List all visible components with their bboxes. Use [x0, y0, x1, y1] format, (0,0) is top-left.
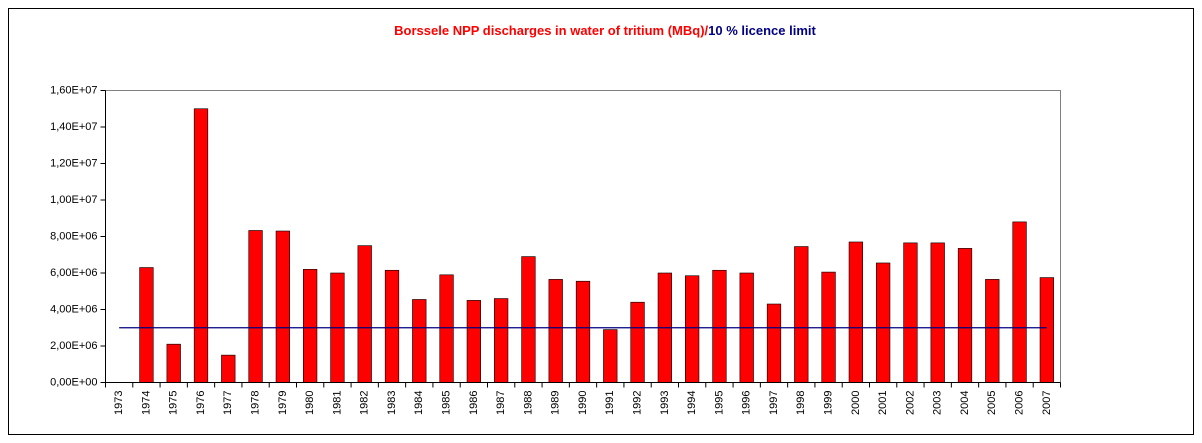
- x-tick-label: 1992: [631, 391, 643, 415]
- x-tick-label: 1995: [713, 391, 725, 415]
- bar: [248, 230, 263, 383]
- bar: [1012, 221, 1027, 383]
- x-tick-label: 1986: [468, 391, 480, 415]
- y-tick-label: 1,00E+07: [50, 194, 97, 206]
- x-tick-label: 1976: [195, 391, 207, 415]
- bar: [876, 262, 891, 383]
- bar: [794, 246, 809, 383]
- x-tick-label: 1989: [550, 391, 562, 415]
- bar: [139, 267, 154, 383]
- x-tick-label: 2003: [932, 391, 944, 415]
- bar: [303, 269, 318, 383]
- y-tick-label: 1,60E+07: [50, 84, 97, 96]
- x-tick-label: 1983: [386, 391, 398, 415]
- title-part: Borssele NPP discharges in water of trit…: [394, 23, 708, 38]
- bar: [466, 300, 481, 383]
- x-tick-label: 1996: [741, 391, 753, 415]
- y-tick-label: 8,00E+06: [50, 230, 97, 242]
- bar: [548, 279, 563, 383]
- x-tick-label: 2004: [959, 391, 971, 415]
- bar: [439, 274, 454, 383]
- x-tick-label: 1987: [495, 390, 507, 414]
- x-tick-label: 1984: [413, 391, 425, 415]
- x-tick-label: 1999: [822, 391, 834, 415]
- bar: [985, 279, 1000, 383]
- x-tick-label: 2006: [1013, 391, 1025, 415]
- bar: [221, 354, 236, 383]
- y-tick-label: 2,00E+06: [50, 340, 97, 352]
- bar: [521, 256, 536, 383]
- x-tick-label: 1997: [768, 391, 780, 415]
- bar: [930, 242, 945, 383]
- bar: [630, 301, 645, 383]
- x-tick-label: 2000: [850, 391, 862, 415]
- x-tick-label: 2001: [877, 391, 889, 415]
- x-tick-label: 2002: [904, 391, 916, 415]
- bar: [603, 329, 618, 383]
- x-tick-label: 1980: [304, 391, 316, 415]
- bar: [384, 269, 400, 383]
- x-tick-label: 1993: [659, 391, 671, 415]
- bar: [903, 242, 918, 383]
- title-part: 10 % licence limit: [708, 23, 816, 38]
- x-tick-label: 1982: [359, 391, 371, 415]
- y-tick-label: 1,40E+07: [50, 121, 97, 133]
- x-tick-label: 1973: [113, 391, 125, 415]
- x-tick-label: 1981: [331, 391, 343, 415]
- x-tick-label: 1991: [604, 391, 616, 415]
- x-tick-label: 1975: [168, 391, 180, 415]
- x-tick-label: 1994: [686, 391, 698, 415]
- x-tick-label: 2007: [1041, 391, 1053, 415]
- bar: [685, 275, 700, 383]
- bar: [357, 245, 372, 383]
- x-tick-label: 1990: [577, 391, 589, 415]
- bar: [766, 303, 782, 383]
- bar: [712, 269, 727, 383]
- x-tick-label: 1988: [522, 391, 534, 415]
- bar: [848, 241, 863, 383]
- x-tick-label: 1985: [440, 391, 452, 415]
- x-tick-label: 1998: [795, 391, 807, 415]
- y-tick-label: 1,20E+07: [50, 157, 97, 169]
- x-tick-label: 1979: [277, 391, 289, 415]
- bar: [1039, 277, 1054, 383]
- x-tick-label: 2005: [986, 391, 998, 415]
- x-tick-label: 1978: [249, 391, 261, 415]
- y-tick-label: 4,00E+06: [50, 303, 97, 315]
- x-tick-label: 1977: [222, 391, 234, 415]
- bar: [193, 108, 209, 383]
- bar: [412, 299, 427, 383]
- bar: [575, 280, 591, 383]
- bar: [957, 248, 973, 383]
- bar: [494, 298, 509, 383]
- bar: [166, 343, 181, 383]
- y-tick-label: 0,00E+00: [50, 376, 97, 388]
- bar: [275, 230, 290, 383]
- y-tick-label: 6,00E+06: [50, 267, 97, 279]
- x-tick-label: 1974: [140, 391, 152, 415]
- chart-title: Borssele NPP discharges in water of trit…: [394, 23, 816, 38]
